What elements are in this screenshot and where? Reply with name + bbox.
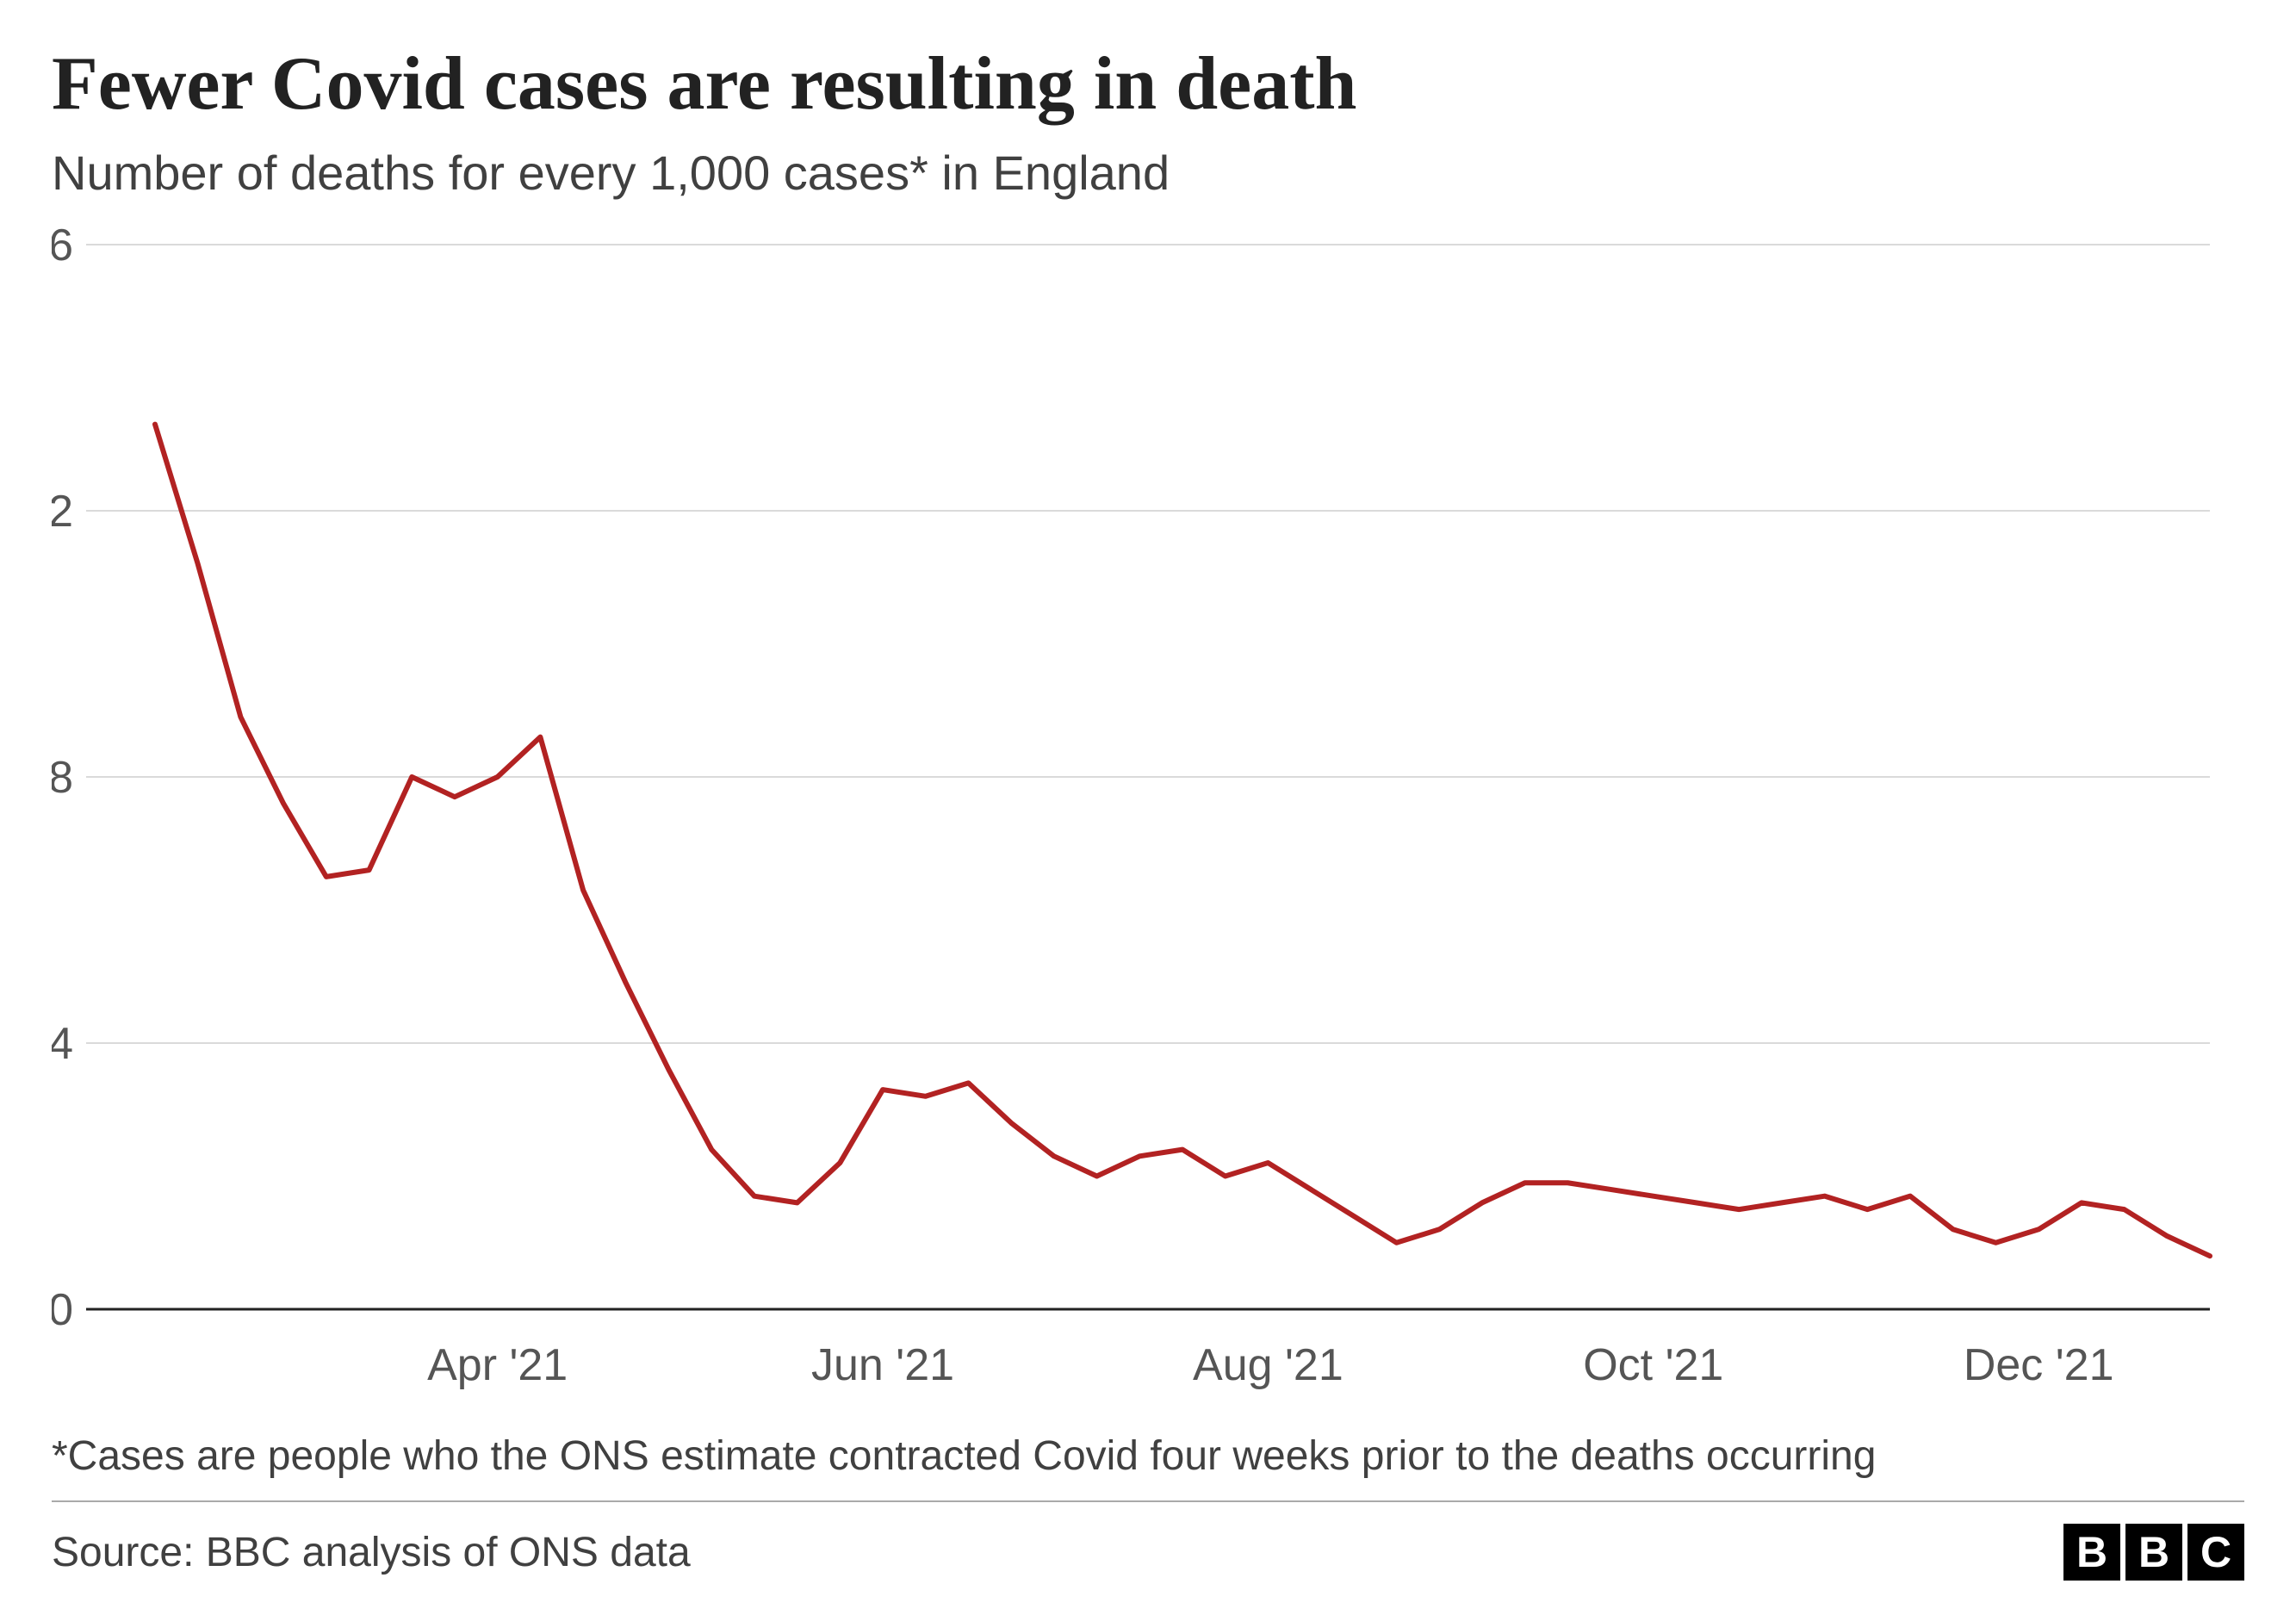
x-tick-label: Dec '21 bbox=[1964, 1340, 2114, 1390]
x-tick-label: Aug '21 bbox=[1193, 1340, 1343, 1390]
x-tick-label: Jun '21 bbox=[811, 1340, 954, 1390]
chart-footer: Source: BBC analysis of ONS data BBC bbox=[52, 1524, 2244, 1581]
chart-plot-area: 0 4 8 12 16 Apr '21 Jun '21 Aug '21 Oct '21 Dec '… bbox=[52, 227, 2244, 1404]
chart-footnote: *Cases are people who the ONS estimate c… bbox=[52, 1430, 2244, 1483]
chart-title: Fewer Covid cases are resulting in death bbox=[52, 43, 2244, 127]
bbc-logo-block: C bbox=[2187, 1524, 2244, 1581]
chart-card: Fewer Covid cases are resulting in death… bbox=[0, 0, 2296, 1615]
y-tick-label: 4 bbox=[52, 1019, 73, 1069]
x-tick-label: Apr '21 bbox=[427, 1340, 568, 1390]
x-tick-label: Oct '21 bbox=[1583, 1340, 1723, 1390]
y-tick-label: 12 bbox=[52, 487, 73, 537]
y-tick-label: 8 bbox=[52, 753, 73, 803]
footer-divider bbox=[52, 1500, 2244, 1502]
source-label: Source: BBC analysis of ONS data bbox=[52, 1529, 691, 1576]
line-chart-svg: 0 4 8 12 16 Apr '21 Jun '21 Aug '21 Oct '21 Dec '… bbox=[52, 227, 2244, 1404]
bbc-logo-block: B bbox=[2125, 1524, 2182, 1581]
bbc-logo-block: B bbox=[2063, 1524, 2120, 1581]
series-line-deaths_per_1000 bbox=[155, 425, 2210, 1257]
y-tick-label: 16 bbox=[52, 227, 73, 270]
bbc-logo: BBC bbox=[2063, 1524, 2244, 1581]
chart-subtitle: Number of deaths for every 1,000 cases* … bbox=[52, 144, 2244, 202]
y-tick-label: 0 bbox=[52, 1285, 73, 1335]
